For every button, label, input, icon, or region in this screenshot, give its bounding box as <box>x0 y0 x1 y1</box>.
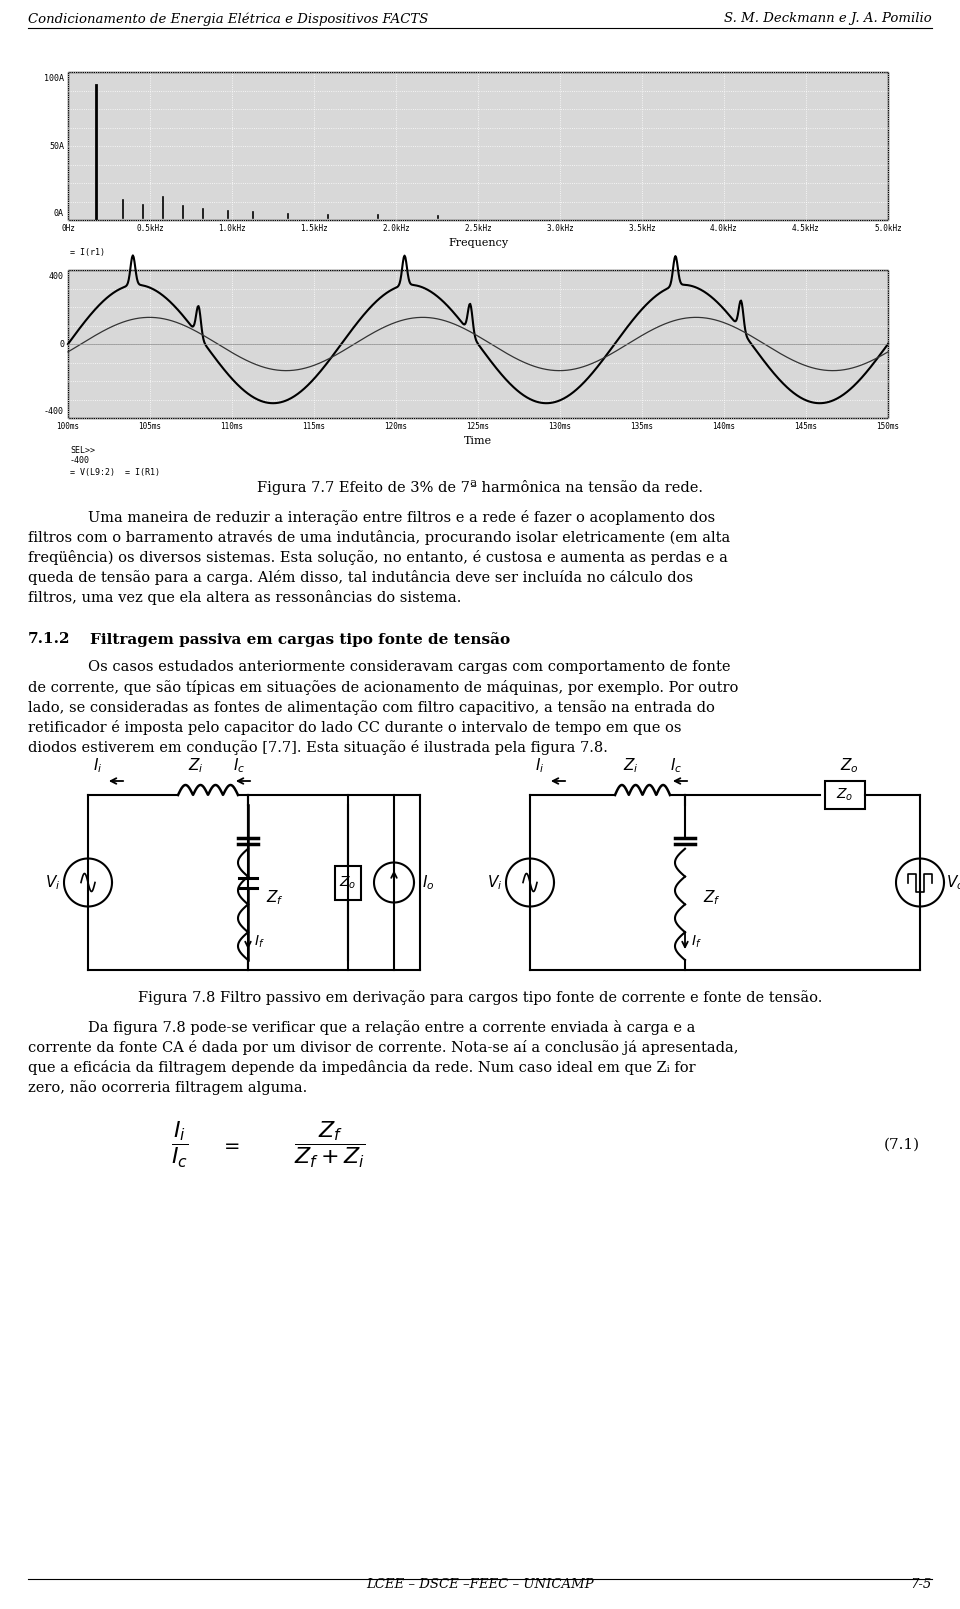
Text: freqüência) os diversos sistemas. Esta solução, no entanto, é custosa e aumenta : freqüência) os diversos sistemas. Esta s… <box>28 550 728 565</box>
Text: $Z_f$: $Z_f$ <box>266 888 284 907</box>
Text: 100ms: 100ms <box>57 422 80 431</box>
Text: 125ms: 125ms <box>467 422 490 431</box>
Text: 150ms: 150ms <box>876 422 900 431</box>
Text: $I_f$: $I_f$ <box>691 933 702 951</box>
Text: $I_i$: $I_i$ <box>535 756 544 776</box>
Text: 2.5kHz: 2.5kHz <box>464 224 492 233</box>
Text: 3.0kHz: 3.0kHz <box>546 224 574 233</box>
Text: 5.0kHz: 5.0kHz <box>875 224 901 233</box>
Text: 110ms: 110ms <box>221 422 244 431</box>
Text: 145ms: 145ms <box>795 422 818 431</box>
Text: Filtragem passiva em cargas tipo fonte de tensão: Filtragem passiva em cargas tipo fonte d… <box>90 632 510 647</box>
Text: SEL>>: SEL>> <box>70 446 95 455</box>
Text: 7-5: 7-5 <box>911 1578 932 1591</box>
Text: 50A: 50A <box>49 142 64 151</box>
Text: Figura 7.7 Efeito de 3% de 7ª harmônica na tensão da rede.: Figura 7.7 Efeito de 3% de 7ª harmônica … <box>257 479 703 496</box>
Text: Condicionamento de Energia Elétrica e Dispositivos FACTS: Condicionamento de Energia Elétrica e Di… <box>28 11 428 26</box>
Text: $I_i$: $I_i$ <box>93 756 103 776</box>
Text: que a eficácia da filtragem depende da impedância da rede. Num caso ideal em que: que a eficácia da filtragem depende da i… <box>28 1060 696 1075</box>
Text: 7.1.2: 7.1.2 <box>28 632 70 645</box>
Bar <box>68 270 888 418</box>
Text: 115ms: 115ms <box>302 422 325 431</box>
Text: Uma maneira de reduzir a interação entre filtros e a rede é fazer o acoplamento : Uma maneira de reduzir a interação entre… <box>88 510 715 525</box>
Text: Da figura 7.8 pode-se verificar que a relação entre a corrente enviada à carga e: Da figura 7.8 pode-se verificar que a re… <box>88 1020 695 1035</box>
Text: $I_f$: $I_f$ <box>254 933 265 951</box>
Text: 1.5kHz: 1.5kHz <box>300 224 328 233</box>
Text: 2.0kHz: 2.0kHz <box>382 224 410 233</box>
Text: 0.5kHz: 0.5kHz <box>136 224 164 233</box>
Text: $\dfrac{I_i}{I_c}$: $\dfrac{I_i}{I_c}$ <box>171 1120 189 1170</box>
Text: 1.0kHz: 1.0kHz <box>218 224 246 233</box>
Text: $Z_i$: $Z_i$ <box>188 756 204 776</box>
Text: 120ms: 120ms <box>384 422 408 431</box>
Text: $Z_i$: $Z_i$ <box>623 756 638 776</box>
Text: = I(r1): = I(r1) <box>70 248 105 257</box>
Text: $\dfrac{Z_f}{Z_f + Z_i}$: $\dfrac{Z_f}{Z_f + Z_i}$ <box>295 1120 366 1170</box>
Text: $=$: $=$ <box>220 1136 240 1154</box>
Text: $I_c$: $I_c$ <box>233 756 245 776</box>
Text: $V_i$: $V_i$ <box>45 874 60 891</box>
Text: 0: 0 <box>59 339 64 349</box>
Text: = V(L9:2)  = I(R1): = V(L9:2) = I(R1) <box>70 468 160 476</box>
Text: 4.0kHz: 4.0kHz <box>710 224 738 233</box>
Text: $V_o$: $V_o$ <box>946 874 960 891</box>
Bar <box>68 72 888 220</box>
Text: Figura 7.8 Filtro passivo em derivação para cargos tipo fonte de corrente e font: Figura 7.8 Filtro passivo em derivação p… <box>138 990 822 1006</box>
Text: 3.5kHz: 3.5kHz <box>628 224 656 233</box>
Text: diodos estiverem em condução [7.7]. Esta situação é ilustrada pela figura 7.8.: diodos estiverem em condução [7.7]. Esta… <box>28 740 608 755</box>
Text: -400: -400 <box>44 407 64 417</box>
Text: $Z_o$: $Z_o$ <box>840 756 859 776</box>
Text: Os casos estudados anteriormente consideravam cargas com comportamento de fonte: Os casos estudados anteriormente conside… <box>88 660 731 674</box>
Text: 4.5kHz: 4.5kHz <box>792 224 820 233</box>
Text: $Z_f$: $Z_f$ <box>703 888 721 907</box>
Text: S. M. Deckmann e J. A. Pomilio: S. M. Deckmann e J. A. Pomilio <box>724 11 932 26</box>
Text: 400: 400 <box>49 272 64 282</box>
Text: $I_c$: $I_c$ <box>670 756 683 776</box>
Text: 0Hz: 0Hz <box>61 224 75 233</box>
Text: 140ms: 140ms <box>712 422 735 431</box>
Bar <box>335 866 361 899</box>
Text: $Z_o$: $Z_o$ <box>836 787 853 803</box>
Text: $Z_o$: $Z_o$ <box>339 874 357 891</box>
Text: LCEE – DSCE –FEEC – UNICAMP: LCEE – DSCE –FEEC – UNICAMP <box>366 1578 594 1591</box>
Text: (7.1): (7.1) <box>884 1138 920 1152</box>
Text: 0A: 0A <box>54 209 64 217</box>
Text: Time: Time <box>464 436 492 446</box>
Text: zero, não ocorreria filtragem alguma.: zero, não ocorreria filtragem alguma. <box>28 1080 307 1094</box>
Text: $I_o$: $I_o$ <box>422 874 435 891</box>
Text: Frequency: Frequency <box>448 238 508 248</box>
Bar <box>825 780 865 809</box>
Text: $V_i$: $V_i$ <box>488 874 503 891</box>
Text: filtros com o barramento através de uma indutância, procurando isolar eletricame: filtros com o barramento através de uma … <box>28 529 731 545</box>
Text: filtros, uma vez que ela altera as ressonâncias do sistema.: filtros, uma vez que ela altera as resso… <box>28 591 462 605</box>
Text: 100A: 100A <box>44 74 64 84</box>
Text: 130ms: 130ms <box>548 422 571 431</box>
Text: retificador é imposta pelo capacitor do lado CC durante o intervalo de tempo em : retificador é imposta pelo capacitor do … <box>28 719 682 735</box>
Text: queda de tensão para a carga. Além disso, tal indutância deve ser incluída no cá: queda de tensão para a carga. Além disso… <box>28 570 693 586</box>
Text: corrente da fonte CA é dada por um divisor de corrente. Nota-se aí a conclusão j: corrente da fonte CA é dada por um divis… <box>28 1039 738 1056</box>
Text: 105ms: 105ms <box>138 422 161 431</box>
Text: 135ms: 135ms <box>631 422 654 431</box>
Text: -400: -400 <box>70 455 90 465</box>
Text: lado, se consideradas as fontes de alimentação com filtro capacitivo, a tensão n: lado, se consideradas as fontes de alime… <box>28 700 715 714</box>
Text: de corrente, que são típicas em situações de acionamento de máquinas, por exempl: de corrente, que são típicas em situaçõe… <box>28 681 738 695</box>
